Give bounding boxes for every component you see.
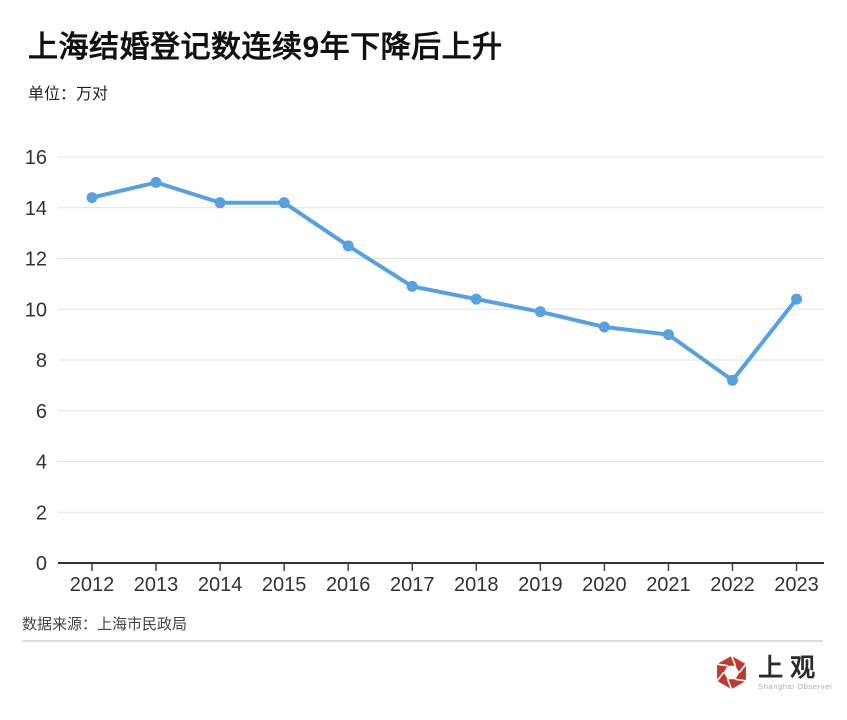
y-axis-label-12: 12 — [25, 249, 47, 271]
logo-cn-text: 上观 — [758, 652, 823, 682]
x-axis-label-2019: 2019 — [518, 574, 563, 596]
data-point-2012[interactable] — [86, 192, 98, 204]
publisher-logo: 上观 Shanghai Observer — [713, 654, 833, 691]
data-point-2021[interactable] — [662, 329, 674, 341]
data-point-2022[interactable] — [727, 374, 738, 386]
y-axis-label-2: 2 — [36, 502, 47, 524]
y-axis-label-14: 14 — [25, 198, 47, 220]
y-axis-label-0: 0 — [36, 553, 47, 575]
unit-label: 单位：万对 — [28, 86, 109, 103]
y-axis-label-4: 4 — [36, 452, 47, 474]
footer-divider — [22, 640, 823, 642]
data-point-2023[interactable] — [791, 293, 803, 305]
data-point-2017[interactable] — [406, 280, 418, 292]
x-axis-label-2022: 2022 — [710, 574, 755, 596]
line-chart: 0 2 4 6 8 10 12 14 16 2012 2013 2014 2015 2016 2017 201… — [25, 147, 824, 596]
x-axis-label-2012: 2012 — [70, 574, 115, 596]
x-axis-label-2018: 2018 — [454, 574, 499, 596]
data-source: 数据来源：上海市民政局 — [22, 616, 188, 633]
x-axis-label-2021: 2021 — [646, 574, 691, 596]
data-point-2013[interactable] — [150, 176, 162, 188]
y-axis-label-6: 6 — [36, 401, 47, 423]
trend-line — [90, 180, 799, 383]
logo-en-text: Shanghai Observer — [758, 681, 833, 691]
y-axis-label-8: 8 — [36, 350, 47, 372]
data-point-2016[interactable] — [342, 240, 354, 252]
data-point-2020[interactable] — [598, 321, 610, 333]
y-axis-label-16: 16 — [25, 147, 47, 169]
x-axis-label-2016: 2016 — [326, 574, 371, 596]
x-axis-label-2014: 2014 — [198, 574, 243, 596]
data-point-2015[interactable] — [278, 197, 290, 209]
data-point-2018[interactable] — [470, 293, 482, 305]
x-axis-label-2013: 2013 — [134, 574, 179, 596]
x-axis-label-2023: 2023 — [774, 574, 819, 596]
y-axis-label-10: 10 — [25, 299, 47, 321]
data-point-2014[interactable] — [214, 197, 226, 209]
x-axis-label-2015: 2015 — [262, 574, 307, 596]
x-axis-label-2020: 2020 — [582, 574, 627, 596]
data-point-2019[interactable] — [534, 306, 546, 318]
chart-title: 上海结婚登记数连续9年下降后上升 — [28, 31, 503, 64]
aperture-logo-icon — [716, 655, 747, 690]
x-axis-label-2017: 2017 — [390, 574, 435, 596]
